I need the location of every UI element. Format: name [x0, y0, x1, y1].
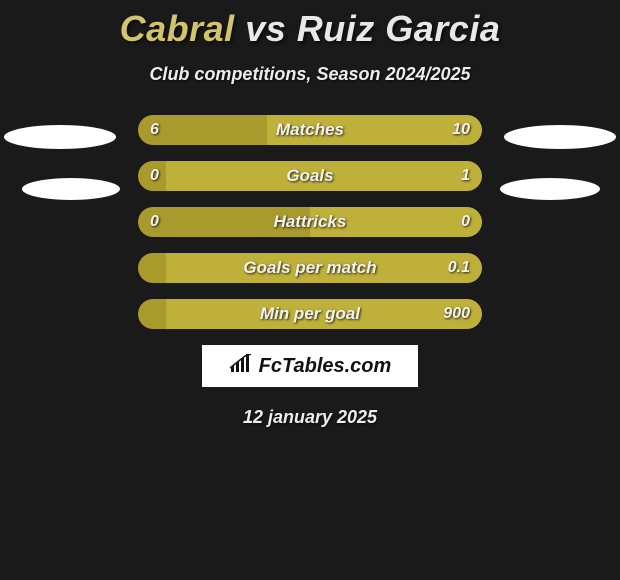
- bar-right: [166, 161, 482, 191]
- player2-name: Ruiz Garcia: [297, 8, 501, 49]
- bar-right: [166, 253, 482, 283]
- stat-row: 900Min per goal: [138, 299, 482, 329]
- logo-box: FcTables.com: [202, 345, 418, 387]
- bar-left: [138, 207, 310, 237]
- stat-value-left: 6: [150, 115, 159, 145]
- player1-name: Cabral: [120, 8, 235, 49]
- page-title: Cabral vs Ruiz Garcia: [0, 0, 620, 50]
- vs-text: vs: [245, 8, 286, 49]
- date-text: 12 january 2025: [0, 407, 620, 428]
- stat-value-right: 10: [452, 115, 470, 145]
- stat-value-right: 0: [461, 207, 470, 237]
- avatar-placeholder: [504, 125, 616, 149]
- bar-right: [310, 207, 482, 237]
- bar-left: [138, 299, 166, 329]
- bars-container: 610Matches01Goals00Hattricks0.1Goals per…: [0, 115, 620, 329]
- stat-value-left: 0: [150, 207, 159, 237]
- bar-right: [166, 299, 482, 329]
- stat-value-right: 1: [461, 161, 470, 191]
- stat-value-left: 0: [150, 161, 159, 191]
- stat-value-right: 900: [443, 299, 470, 329]
- logo-text: FcTables.com: [259, 355, 392, 378]
- bar-right: [267, 115, 482, 145]
- bar-left: [138, 253, 166, 283]
- stat-value-right: 0.1: [448, 253, 470, 283]
- stat-row: 610Matches: [138, 115, 482, 145]
- avatar-placeholder: [500, 178, 600, 200]
- stat-row: 00Hattricks: [138, 207, 482, 237]
- barchart-icon: [229, 354, 255, 379]
- stat-row: 01Goals: [138, 161, 482, 191]
- avatar-placeholder: [22, 178, 120, 200]
- avatar-placeholder: [4, 125, 116, 149]
- subtitle: Club competitions, Season 2024/2025: [0, 64, 620, 85]
- stat-row: 0.1Goals per match: [138, 253, 482, 283]
